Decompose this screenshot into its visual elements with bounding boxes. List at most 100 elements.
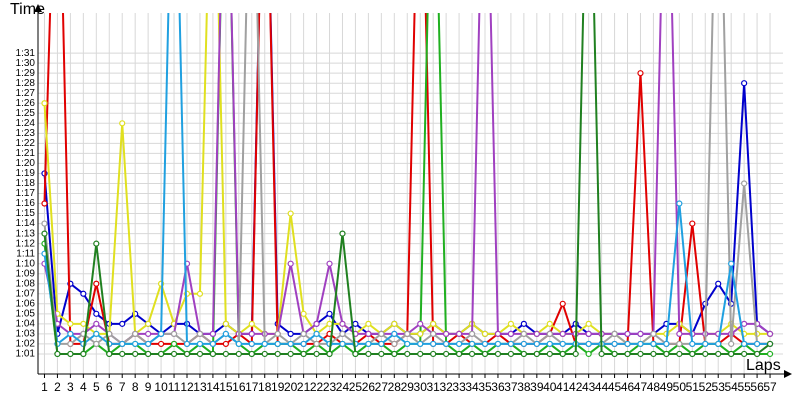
x-tick-label: 35 [478, 380, 492, 394]
point [157, 350, 165, 358]
x-tick-label: 56 [750, 380, 764, 394]
x-tick-label: 22 [310, 380, 324, 394]
x-tick-label: 51 [686, 380, 700, 394]
point [41, 200, 48, 207]
x-tick-label: 55 [737, 380, 751, 394]
y-tick-label: 1:07 [16, 288, 36, 299]
point [455, 340, 463, 348]
y-tick-label: 1:28 [16, 78, 36, 89]
y-tick-label: 1:13 [16, 228, 36, 239]
y-tick-label: 1:29 [16, 68, 36, 79]
x-tick-label: 7 [119, 380, 126, 394]
x-tick-label: 54 [724, 380, 738, 394]
point [676, 340, 683, 348]
x-tick-label: 19 [271, 380, 285, 394]
point [507, 320, 515, 327]
point [80, 320, 87, 327]
point [443, 330, 450, 337]
point [766, 340, 774, 348]
x-tick-label: 31 [426, 380, 440, 394]
point [430, 350, 437, 358]
point [417, 320, 424, 327]
x-tick-label: 8 [132, 380, 139, 394]
y-tick-label: 1:05 [16, 308, 36, 319]
x-tick-label: 26 [362, 380, 376, 394]
point [157, 330, 165, 337]
point [455, 350, 463, 358]
point [741, 320, 748, 327]
x-tick-label: 44 [595, 380, 609, 394]
y-tick-label: 1:20 [16, 158, 36, 169]
point [624, 350, 631, 358]
x-tick-label: 1 [41, 380, 48, 394]
point [313, 320, 320, 327]
point [352, 350, 359, 358]
point [145, 350, 152, 358]
point [119, 320, 126, 327]
point [533, 350, 540, 358]
x-tick-label: 36 [491, 380, 505, 394]
point [417, 340, 424, 348]
point [391, 350, 398, 358]
point [365, 350, 372, 358]
point [559, 330, 566, 337]
point [287, 210, 294, 217]
point [598, 350, 605, 358]
point [209, 330, 217, 337]
x-tick-label: 23 [323, 380, 337, 394]
x-tick-label: 50 [673, 380, 687, 394]
point [132, 330, 139, 337]
x-tick-label: 57 [763, 380, 777, 394]
y-tick-label: 1:19 [16, 168, 36, 179]
point [235, 350, 242, 358]
point [663, 340, 670, 348]
x-tick-label: 41 [556, 380, 570, 394]
point [170, 350, 178, 358]
x-tick-label: 38 [517, 380, 531, 394]
y-tick-label: 1:06 [16, 298, 36, 309]
y-tick-label: 1:22 [16, 138, 36, 149]
point [287, 330, 294, 337]
x-tick-label: 47 [634, 380, 648, 394]
point [235, 340, 242, 348]
x-tick-label: 33 [452, 380, 466, 394]
point [546, 330, 553, 337]
point [507, 350, 515, 358]
point [300, 330, 307, 337]
y-tick-label: 1:30 [16, 58, 36, 69]
point [339, 330, 346, 337]
point [313, 330, 320, 337]
point [183, 340, 191, 348]
point [624, 340, 631, 348]
point [261, 350, 268, 358]
y-tick-label: 1:16 [16, 198, 36, 209]
point [248, 320, 255, 327]
point [67, 350, 74, 358]
x-tick-label: 9 [145, 380, 152, 394]
x-tick-label: 52 [699, 380, 713, 394]
point [533, 340, 540, 348]
y-tick-label: 1:18 [16, 178, 36, 189]
point [766, 330, 774, 337]
point [715, 350, 722, 358]
point [93, 340, 100, 348]
point [728, 350, 735, 358]
point [365, 340, 372, 348]
point [222, 340, 229, 348]
x-tick-label: 12 [180, 380, 194, 394]
point [339, 320, 346, 327]
point [196, 350, 204, 358]
point [520, 340, 527, 348]
point [650, 330, 657, 337]
point [741, 340, 748, 348]
x-tick-label: 6 [106, 380, 113, 394]
point [54, 350, 61, 358]
x-tick-label: 32 [439, 380, 453, 394]
y-tick-label: 1:03 [16, 329, 36, 340]
point [689, 220, 696, 227]
point [702, 350, 709, 358]
y-tick-label: 1:15 [16, 208, 36, 219]
point [106, 350, 113, 358]
point [196, 290, 204, 297]
